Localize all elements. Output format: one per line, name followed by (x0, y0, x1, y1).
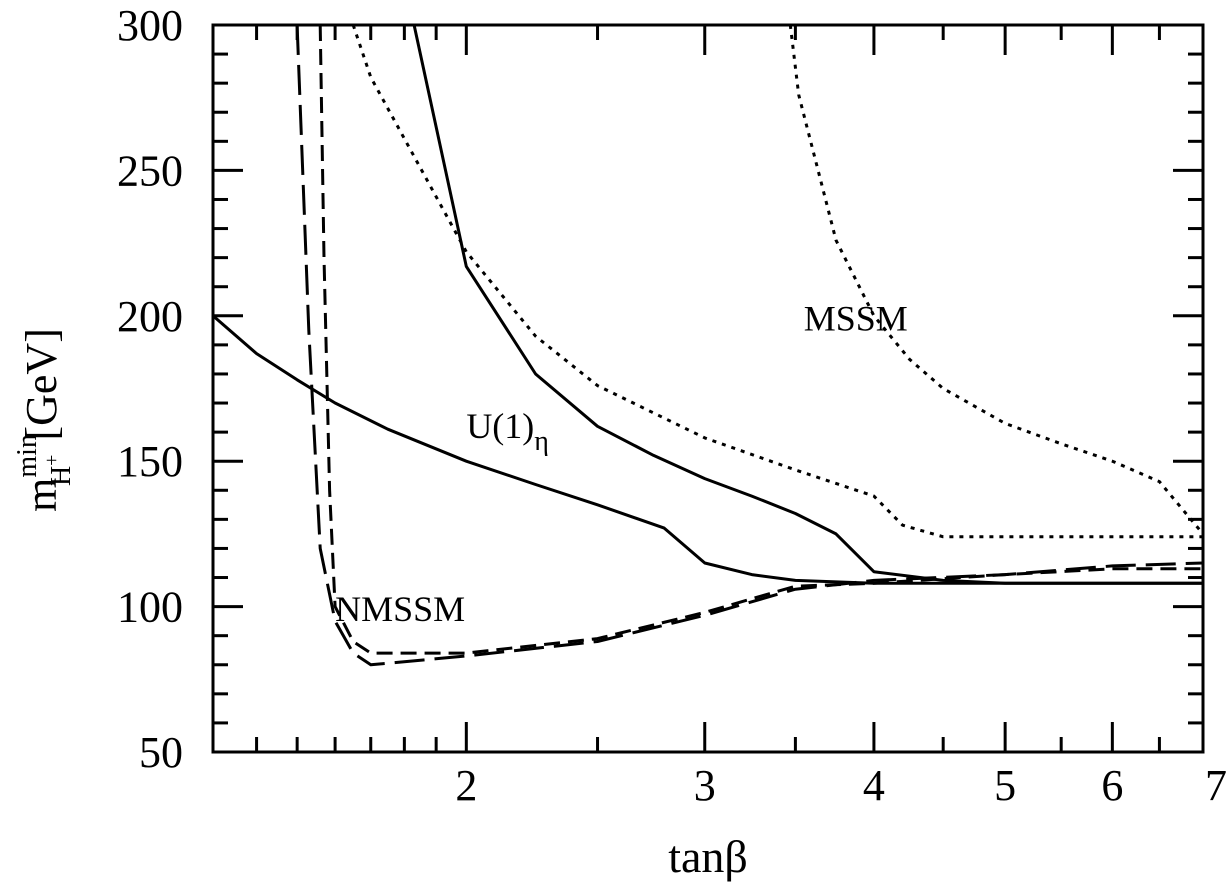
x-tick-label: 6 (1101, 761, 1123, 810)
x-tick-label: 4 (863, 761, 885, 810)
y-axis-label-text: mmin H+[GeV] (12, 328, 77, 512)
y-tick-label: 150 (117, 437, 183, 486)
annotation-subscript: η (534, 426, 549, 457)
y-axis-label: mmin H+[GeV] (12, 328, 77, 512)
series-line-nmssm-dash-short (318, 25, 1203, 655)
annotation-nmssm: NMSSM (335, 589, 465, 629)
x-tick-label: 3 (694, 761, 716, 810)
series-group (213, 25, 1203, 667)
plot-border (211, 23, 1205, 754)
x-tick-label: 2 (455, 761, 477, 810)
tick-labels: 50 100 150 200 250 300 2 3 4 5 6 7 (117, 1, 1227, 810)
x-tick-label: 7 (1205, 761, 1227, 810)
y-tick-label: 50 (139, 728, 183, 777)
y-tick-label: 300 (117, 1, 183, 50)
series-line-nmssm-dash-long (295, 25, 1203, 667)
plot-frame (211, 23, 1205, 754)
series-line-upper-solid (412, 25, 1203, 585)
axis-ticks (213, 23, 1205, 754)
y-tick-label: 250 (117, 146, 183, 195)
series-line-mssm-upper-dotted (788, 25, 1203, 535)
y-tick-label: 200 (117, 292, 183, 341)
x-tick-label: 5 (994, 761, 1016, 810)
annotation-mssm: MSSM (804, 298, 908, 338)
x-axis-label: tanβ (668, 831, 748, 882)
y-tick-label: 100 (117, 583, 183, 632)
